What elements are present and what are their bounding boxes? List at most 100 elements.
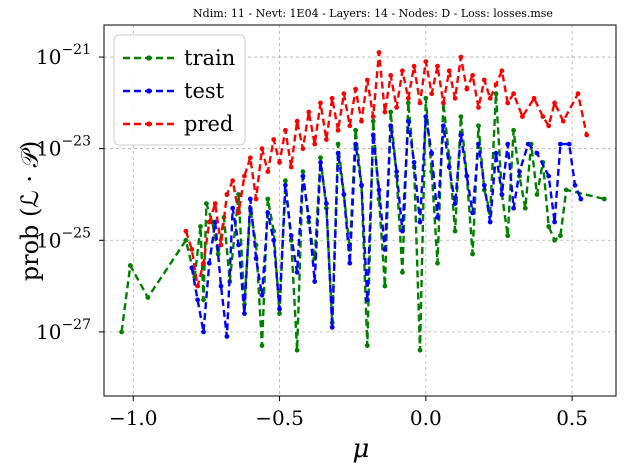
data-point-pred bbox=[575, 91, 581, 97]
data-point-test bbox=[382, 247, 388, 252]
data-point-train bbox=[601, 196, 607, 202]
data-point-pred bbox=[288, 164, 294, 170]
data-point-test bbox=[277, 306, 282, 312]
data-point-test bbox=[505, 141, 511, 147]
data-point-train bbox=[236, 192, 242, 197]
data-point-test bbox=[283, 182, 288, 188]
data-point-test bbox=[376, 187, 382, 193]
data-point-test bbox=[329, 324, 335, 330]
x-tick-label: 0.0 bbox=[410, 406, 442, 430]
data-point-test bbox=[411, 160, 417, 165]
data-point-pred bbox=[247, 155, 253, 161]
x-tick-label: −1.0 bbox=[109, 406, 158, 430]
data-point-train bbox=[546, 224, 552, 229]
legend-marker-pred bbox=[146, 121, 152, 127]
data-point-test bbox=[242, 311, 247, 316]
data-point-pred bbox=[394, 105, 399, 110]
y-tick-exponent: −23 bbox=[61, 134, 91, 150]
chart-series-layer bbox=[119, 50, 607, 353]
series-test bbox=[189, 114, 584, 339]
data-point-pred bbox=[423, 59, 429, 64]
data-point-pred bbox=[470, 73, 475, 78]
data-point-test bbox=[499, 192, 505, 197]
data-point-test bbox=[224, 334, 230, 339]
data-point-train bbox=[318, 155, 323, 161]
y-tick-label: 10−21 bbox=[36, 42, 91, 69]
data-point-test bbox=[405, 118, 411, 124]
data-point-test bbox=[335, 150, 341, 156]
data-point-train bbox=[511, 127, 516, 133]
data-point-train bbox=[558, 233, 563, 239]
data-point-pred bbox=[520, 114, 525, 119]
data-point-pred bbox=[206, 219, 212, 225]
data-point-test bbox=[525, 141, 531, 147]
data-point-train bbox=[364, 343, 370, 348]
data-point-pred bbox=[499, 68, 505, 74]
data-point-pred bbox=[481, 77, 487, 83]
series-pred bbox=[183, 50, 590, 289]
data-point-test bbox=[423, 114, 429, 119]
data-point-pred bbox=[429, 91, 435, 97]
data-point-pred bbox=[300, 146, 306, 152]
data-point-test bbox=[470, 210, 475, 216]
data-point-pred bbox=[212, 201, 218, 207]
data-point-train bbox=[435, 260, 440, 266]
data-point-pred bbox=[370, 114, 376, 119]
data-point-pred bbox=[546, 123, 552, 129]
data-point-pred bbox=[359, 118, 364, 124]
data-point-pred bbox=[277, 160, 282, 165]
data-point-pred bbox=[242, 173, 247, 179]
data-point-train bbox=[370, 118, 376, 124]
data-point-train bbox=[300, 169, 306, 175]
data-point-pred bbox=[487, 95, 493, 101]
data-point-test bbox=[300, 173, 306, 179]
data-point-test bbox=[446, 164, 452, 170]
data-point-train bbox=[259, 343, 265, 348]
data-point-pred bbox=[283, 127, 288, 133]
data-point-test bbox=[481, 182, 487, 188]
data-point-pred bbox=[505, 100, 511, 106]
data-point-test bbox=[566, 141, 572, 147]
data-point-test bbox=[493, 150, 499, 156]
data-point-pred bbox=[253, 196, 259, 202]
data-point-train bbox=[277, 311, 282, 316]
data-point-pred bbox=[458, 54, 464, 60]
data-point-test bbox=[236, 242, 242, 248]
data-point-test bbox=[306, 215, 312, 220]
data-point-pred bbox=[324, 137, 329, 142]
data-point-train bbox=[405, 100, 411, 106]
chart-legend: train test pred bbox=[113, 34, 246, 146]
data-point-test bbox=[189, 265, 195, 271]
data-point-test bbox=[271, 237, 277, 243]
data-point-test bbox=[572, 182, 578, 188]
data-point-pred bbox=[218, 242, 224, 248]
data-point-test bbox=[511, 205, 516, 211]
data-point-pred bbox=[435, 63, 440, 69]
data-point-pred bbox=[183, 228, 189, 234]
data-point-train bbox=[417, 347, 423, 353]
y-tick-base: 10 bbox=[36, 45, 61, 69]
data-point-pred bbox=[364, 77, 370, 83]
data-point-pred bbox=[400, 68, 405, 74]
data-point-test bbox=[487, 219, 493, 225]
data-point-test bbox=[417, 219, 423, 225]
data-point-test bbox=[359, 182, 364, 188]
data-point-pred bbox=[446, 68, 452, 74]
data-point-test bbox=[288, 233, 294, 239]
data-point-pred bbox=[353, 86, 358, 92]
data-point-pred bbox=[441, 100, 446, 106]
data-point-test bbox=[429, 150, 435, 156]
data-point-test bbox=[476, 141, 481, 147]
data-point-train bbox=[563, 187, 569, 193]
data-point-pred bbox=[259, 146, 265, 152]
plot-frame bbox=[103, 24, 617, 397]
y-tick-label: 10−23 bbox=[36, 134, 91, 161]
y-tick-base: 10 bbox=[36, 137, 61, 161]
legend-box bbox=[113, 34, 246, 146]
data-point-pred bbox=[195, 283, 201, 289]
data-point-train bbox=[470, 251, 475, 257]
data-point-train bbox=[493, 91, 499, 97]
data-point-pred bbox=[560, 118, 566, 124]
